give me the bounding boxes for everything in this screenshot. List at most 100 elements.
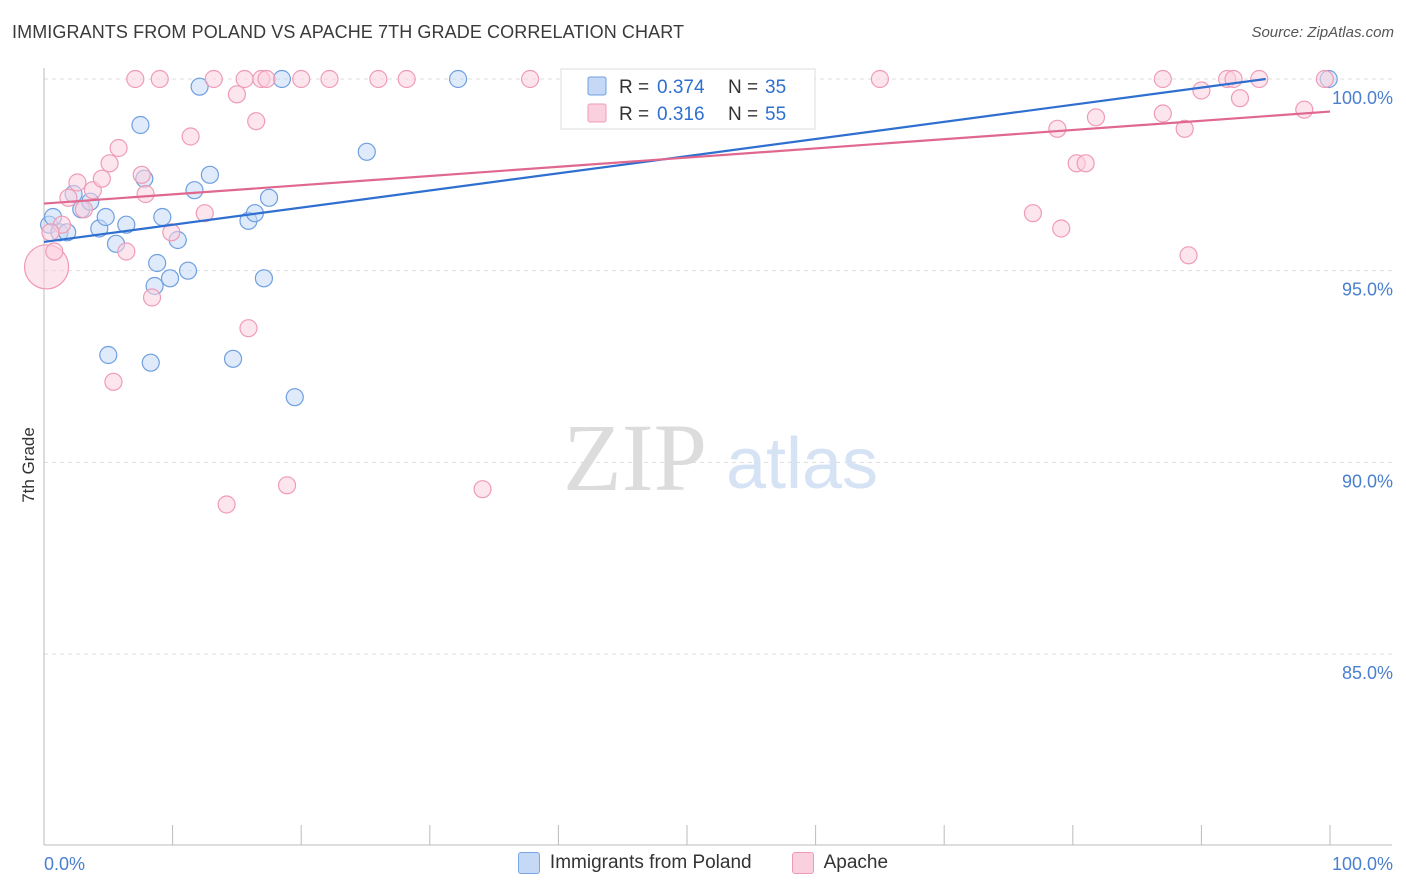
point-apache bbox=[292, 69, 311, 89]
point-poland bbox=[96, 207, 115, 227]
point-poland bbox=[357, 142, 376, 161]
point-apache bbox=[247, 112, 266, 131]
point-apache bbox=[41, 223, 60, 242]
point-apache bbox=[1052, 219, 1071, 238]
stats-legend: R = 0.374 N = 35 R = 0.316 N = 55 bbox=[560, 68, 816, 130]
stats-r-label: R = bbox=[619, 77, 649, 98]
watermark-atlas: atlas bbox=[726, 424, 878, 504]
legend-label-poland: Immigrants from Poland bbox=[549, 852, 752, 873]
point-apache bbox=[1153, 104, 1172, 123]
data-points bbox=[23, 69, 1338, 514]
point-apache bbox=[1076, 154, 1095, 173]
point-apache bbox=[1295, 100, 1314, 119]
point-apache bbox=[132, 165, 151, 184]
point-apache bbox=[92, 169, 111, 188]
y-tick-label: 90.0% bbox=[1342, 471, 1393, 491]
point-poland bbox=[141, 353, 160, 372]
trend-lines bbox=[43, 77, 1331, 244]
legend-swatch-poland bbox=[517, 852, 540, 874]
point-apache bbox=[320, 69, 339, 89]
point-poland bbox=[190, 77, 209, 96]
point-apache bbox=[1153, 69, 1172, 89]
point-apache bbox=[74, 200, 93, 219]
x-tick-label: 100.0% bbox=[1332, 854, 1393, 874]
point-apache bbox=[142, 288, 162, 307]
source-credit: Source: ZipAtlas.com bbox=[1251, 24, 1394, 41]
point-poland bbox=[254, 269, 274, 288]
point-poland bbox=[285, 388, 304, 407]
stats-swatch bbox=[587, 103, 607, 123]
point-apache bbox=[473, 480, 492, 499]
trend-line-apache bbox=[43, 110, 1331, 205]
point-apache bbox=[1230, 89, 1250, 108]
legend-swatch-apache bbox=[791, 852, 814, 874]
point-poland bbox=[153, 207, 172, 227]
y-axis-label: 7th Grade bbox=[19, 427, 38, 503]
point-apache bbox=[1315, 69, 1334, 89]
point-poland bbox=[99, 345, 118, 365]
stats-r-value: 0.374 bbox=[657, 77, 705, 98]
point-apache bbox=[136, 184, 155, 204]
point-poland bbox=[117, 215, 136, 234]
point-apache bbox=[239, 319, 258, 338]
point-apache bbox=[1175, 119, 1194, 138]
point-apache bbox=[150, 69, 169, 89]
point-apache bbox=[397, 69, 416, 89]
point-poland bbox=[223, 349, 243, 368]
axes bbox=[43, 68, 1392, 846]
point-poland bbox=[272, 69, 292, 89]
point-poland bbox=[200, 165, 219, 184]
point-poland bbox=[448, 69, 468, 89]
gridlines bbox=[44, 78, 1392, 655]
point-poland bbox=[185, 181, 204, 200]
point-apache bbox=[204, 69, 223, 89]
watermark-zip: ZIP bbox=[563, 404, 707, 511]
point-poland bbox=[259, 188, 279, 207]
point-apache bbox=[104, 372, 123, 391]
point-apache bbox=[68, 173, 87, 192]
stats-r-label: R = bbox=[619, 104, 649, 125]
point-poland bbox=[131, 115, 150, 135]
stats-n-value: 35 bbox=[765, 77, 786, 98]
point-apache bbox=[369, 69, 388, 89]
point-apache bbox=[235, 69, 254, 89]
y-tick-label: 85.0% bbox=[1342, 663, 1393, 683]
tick-labels: 100.0% 95.0% 90.0% 85.0% 0.0% 100.0% bbox=[44, 88, 1393, 874]
point-apache bbox=[1192, 81, 1211, 100]
point-poland bbox=[148, 253, 167, 273]
y-tick-label: 100.0% bbox=[1332, 88, 1393, 108]
point-apache bbox=[59, 188, 78, 207]
point-apache bbox=[1179, 246, 1198, 265]
point-apache bbox=[181, 127, 200, 146]
point-apache bbox=[870, 69, 890, 89]
point-apache bbox=[277, 476, 297, 495]
watermark: ZIP atlas bbox=[563, 404, 878, 511]
legend-item-poland: Immigrants from Poland bbox=[517, 852, 752, 874]
point-apache bbox=[45, 242, 64, 261]
point-apache bbox=[1023, 204, 1043, 223]
point-apache bbox=[1086, 108, 1106, 127]
point-apache bbox=[521, 69, 540, 89]
point-apache bbox=[227, 85, 246, 104]
point-apache bbox=[1048, 119, 1067, 138]
point-apache bbox=[257, 69, 276, 89]
point-apache bbox=[195, 204, 214, 223]
stats-r-value: 0.316 bbox=[657, 104, 705, 125]
legend-label-apache: Apache bbox=[823, 852, 889, 873]
point-apache bbox=[126, 69, 145, 89]
y-tick-label: 95.0% bbox=[1342, 280, 1393, 300]
point-apache bbox=[100, 154, 119, 173]
point-apache bbox=[117, 242, 136, 261]
chart-title: IMMIGRANTS FROM POLAND VS APACHE 7TH GRA… bbox=[12, 22, 685, 42]
point-poland bbox=[160, 269, 180, 288]
stats-n-label: N = bbox=[728, 77, 758, 98]
point-apache bbox=[109, 138, 128, 158]
stats-n-label: N = bbox=[728, 104, 758, 125]
point-apache bbox=[217, 495, 236, 514]
stats-swatch bbox=[587, 76, 607, 96]
series-legend: Immigrants from Poland Apache bbox=[0, 852, 1406, 874]
stats-n-value: 55 bbox=[765, 104, 786, 125]
legend-item-apache: Apache bbox=[791, 852, 889, 874]
point-poland bbox=[178, 261, 198, 280]
